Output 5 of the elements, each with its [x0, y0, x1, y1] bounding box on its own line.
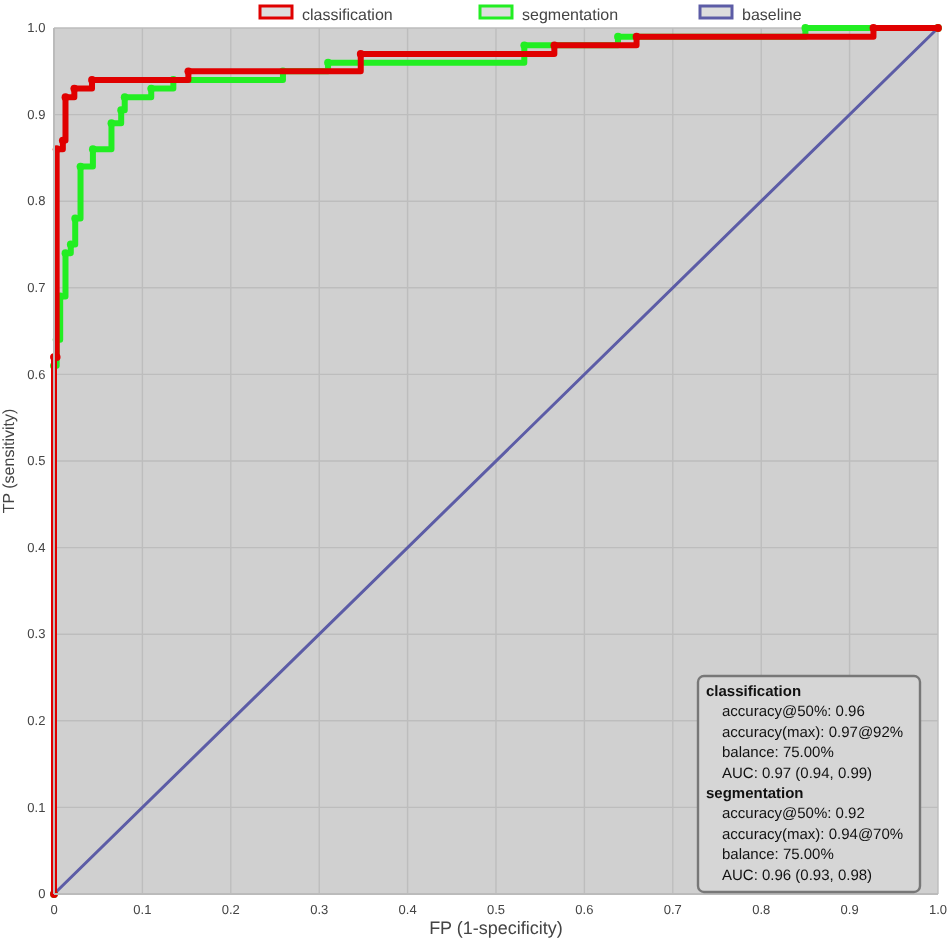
- legend-label: classification: [302, 6, 393, 24]
- legend-label: segmentation: [522, 6, 619, 24]
- legend-label: baseline: [742, 6, 803, 24]
- y-axis-title: TP (sensitivity): [0, 408, 18, 514]
- x-axis-title: FP (1-specificity): [429, 918, 563, 938]
